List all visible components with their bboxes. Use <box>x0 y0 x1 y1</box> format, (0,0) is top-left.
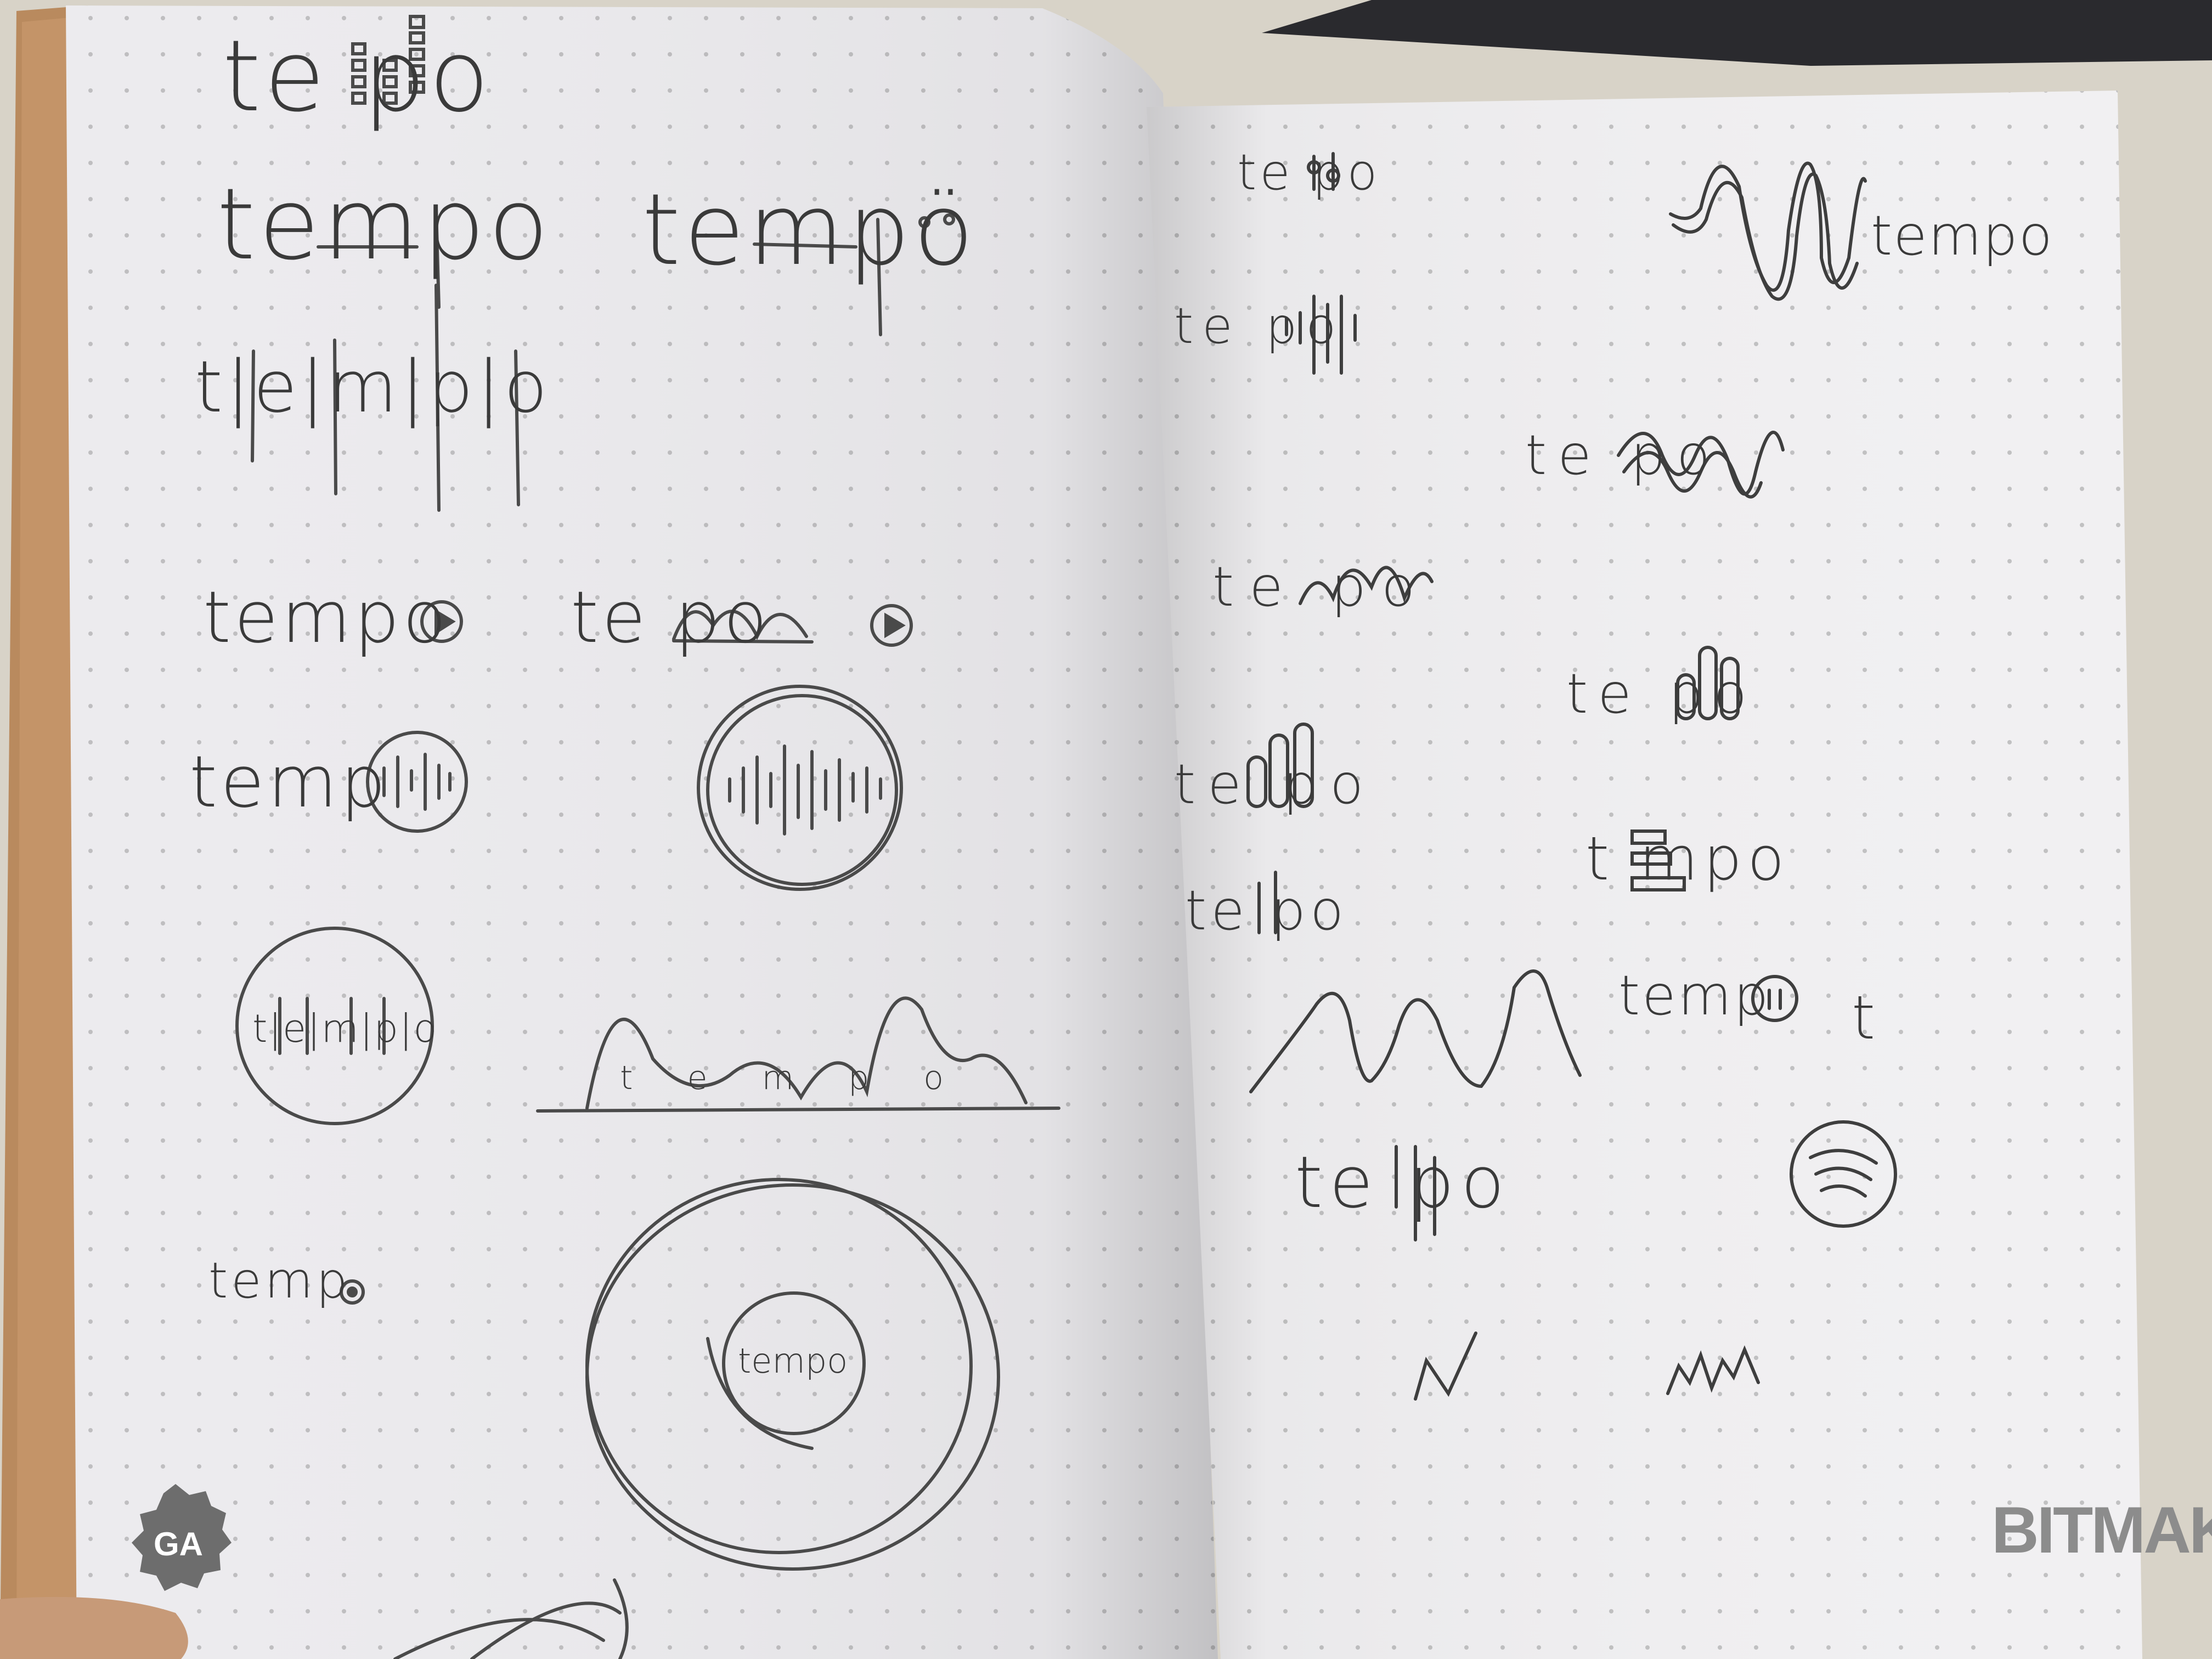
sketch-label-7: temp <box>189 740 390 823</box>
bitmaker-logo-text: BITMAKER <box>1991 1493 2212 1567</box>
sketch-label-5: tempo <box>203 575 450 659</box>
left-page <box>66 5 1218 1659</box>
sketch-label-10: temp <box>208 1252 351 1310</box>
sketch-label-r5: te po <box>1212 555 1431 619</box>
sketch-label-r2: tempo <box>1871 204 2053 268</box>
right-page <box>1147 91 2142 1659</box>
sketch-label-r11: temp <box>1618 963 1771 1028</box>
sketch-label-8: t|e|m|p|o <box>252 1006 438 1051</box>
thumb <box>0 1596 188 1659</box>
sketch-label-r6: te po <box>1566 662 1757 726</box>
sketch-label-4: t|e|m|p|o <box>195 345 551 428</box>
sketch-label-1: te po <box>222 19 493 134</box>
ga-seal-text: GA <box>154 1526 203 1562</box>
sketch-label-3: tempö <box>642 173 978 287</box>
sketch-label-r1: te po <box>1237 144 1381 201</box>
sketch-label-11: tempo <box>738 1341 848 1381</box>
sketch-label-r7: te po <box>1174 752 1376 816</box>
sketch-label-r12: t <box>1852 983 1879 1053</box>
sketch-label-6: te po <box>571 575 771 659</box>
sketch-label-r10: te po <box>1295 1141 1511 1224</box>
sketch-label-9: t e m p o <box>620 1059 966 1097</box>
sketch-label-2: tempo <box>217 167 552 282</box>
sketch-label-r8: te po <box>1185 878 1348 943</box>
ga-seal-logo <box>132 1484 232 1591</box>
sketch-label-r4: te po <box>1525 423 1722 487</box>
sketch-label-r3: te po <box>1174 297 1345 355</box>
sketch-label-r9: t mpo <box>1585 823 1790 894</box>
